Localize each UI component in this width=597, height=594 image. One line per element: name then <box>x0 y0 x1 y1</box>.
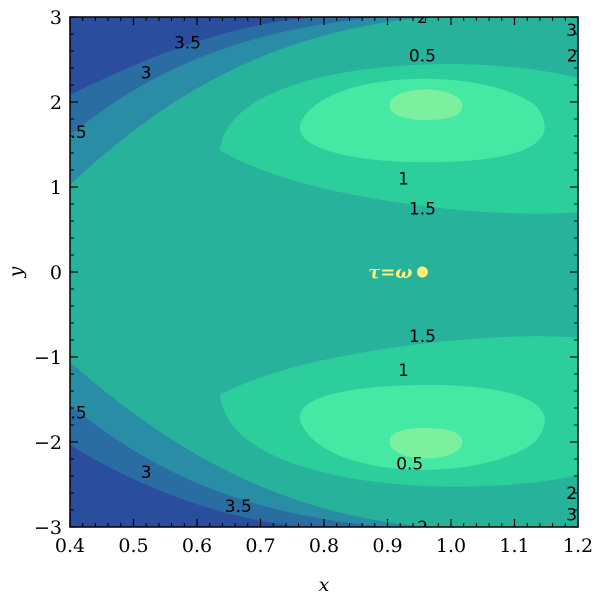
contour-label: 3.5 <box>225 497 252 517</box>
x-tick-label: 1.2 <box>563 535 593 557</box>
x-tick-label: 0.6 <box>182 535 212 557</box>
contour-band-1 <box>299 78 545 470</box>
y-tick-label: −3 <box>34 517 62 539</box>
contour-label: 3 <box>566 21 577 41</box>
contour-label: 3 <box>566 505 577 525</box>
x-tick-label: 1.0 <box>436 535 466 557</box>
contour-label: 2.5 <box>60 403 87 423</box>
marker: τ=ω <box>368 262 428 283</box>
y-tick-label: 2 <box>50 92 62 114</box>
y-tick-label: −1 <box>34 347 62 369</box>
marker-point <box>416 266 428 278</box>
x-tick-label: 1.1 <box>499 535 529 557</box>
contour-label: 2.5 <box>60 123 87 143</box>
y-tick-label: −2 <box>34 432 62 454</box>
y-tick-label: 0 <box>50 262 62 284</box>
contour-label: 1.5 <box>409 327 436 347</box>
x-tick-label: 0.4 <box>55 535 85 557</box>
contour-label: 2. <box>567 46 583 66</box>
contour-label: 3 <box>141 463 152 483</box>
contour-label: 1 <box>398 170 409 190</box>
marker-label: τ=ω <box>368 262 412 283</box>
contour-label: 2 <box>417 8 428 28</box>
x-tick-label: 0.8 <box>309 535 339 557</box>
contour-label: 1 <box>398 361 409 381</box>
x-tick-label: 0.9 <box>372 535 402 557</box>
contour-fills <box>70 17 578 527</box>
contour-band-1.5 <box>220 64 578 487</box>
contour-label: 2 <box>417 518 428 538</box>
contour-label: 3.5 <box>174 34 201 54</box>
y-axis-label: y <box>5 266 27 278</box>
contour-label: 2 <box>566 484 577 504</box>
contour-label: 0.5 <box>409 46 436 66</box>
contour-label: 3 <box>141 63 152 83</box>
contour-label: 1.5 <box>409 199 436 219</box>
y-tick-label: 1 <box>50 177 62 199</box>
y-tick-label: 3 <box>50 7 62 29</box>
x-tick-label: 0.7 <box>245 535 275 557</box>
x-tick-label: 0.5 <box>118 535 148 557</box>
contour-label: 0.5 <box>396 454 423 474</box>
x-axis-label: x <box>319 574 330 594</box>
